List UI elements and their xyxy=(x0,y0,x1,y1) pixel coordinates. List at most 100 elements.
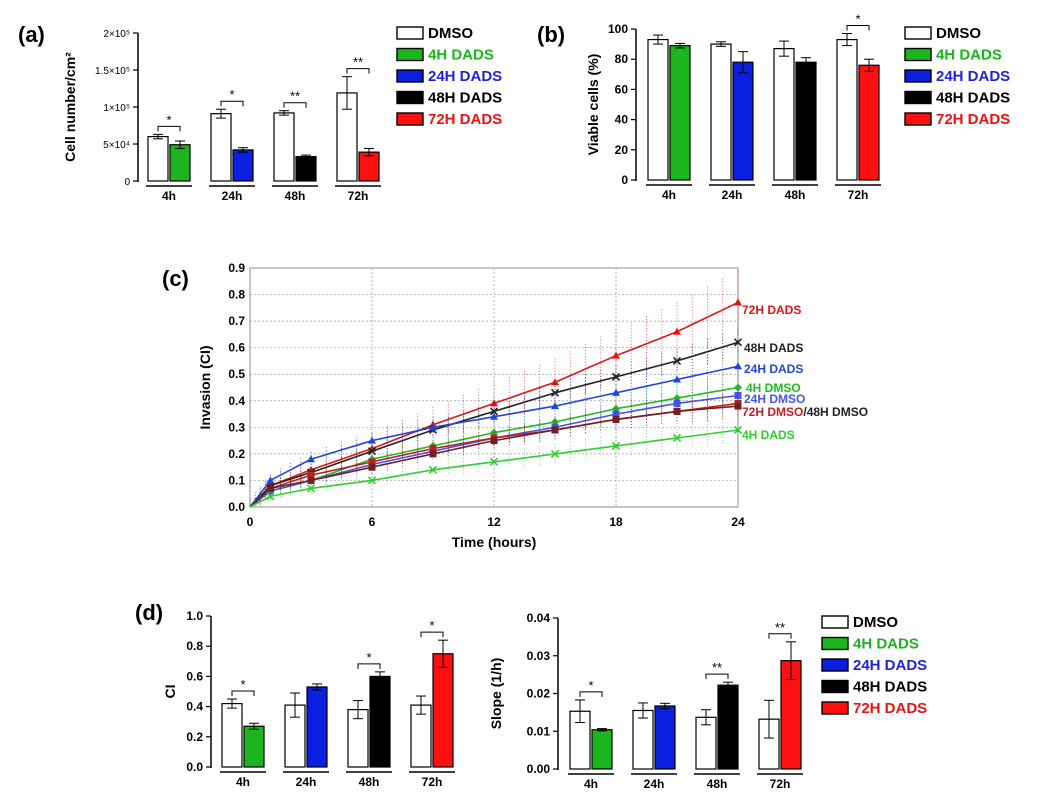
data-point xyxy=(733,338,743,347)
legend-a: DMSO 4H DADS 24H DADS 48H DADS 72H DADS xyxy=(396,25,502,128)
y-tick-label: 0.8 xyxy=(186,639,203,653)
y-tick-label: 2×10⁵ xyxy=(103,29,130,40)
data-point xyxy=(734,391,742,399)
significance-marker: * xyxy=(240,677,245,692)
legend-swatch-4h-dads xyxy=(904,47,932,62)
significance-marker: * xyxy=(855,12,860,27)
legend-label-48h-dads: 48H DADS xyxy=(853,679,927,696)
y-tick-label: 0.0 xyxy=(228,500,245,514)
group-label: 72h xyxy=(848,188,869,202)
bar-48h-dads-48h xyxy=(369,675,391,768)
data-point xyxy=(306,484,316,493)
bar-72h-dads-72h xyxy=(858,64,880,181)
y-tick-label: 1×10⁵ xyxy=(103,103,130,114)
bar-dmso-4h xyxy=(147,136,169,182)
group-label: 24h xyxy=(644,777,665,791)
group-label: 48h xyxy=(359,775,380,789)
significance-bracket xyxy=(846,25,870,31)
series-annotation-4h-dads: 4H DADS xyxy=(742,428,795,442)
data-point xyxy=(307,476,315,484)
legend-label-dmso: DMSO xyxy=(936,25,981,42)
data-point xyxy=(734,362,742,370)
legend-swatch-24h-dads xyxy=(904,69,932,83)
data-point xyxy=(734,383,742,392)
y-tick-label: 0 xyxy=(621,173,628,187)
y-tick-label: 5×10⁴ xyxy=(103,140,130,151)
legend-swatch-24h-dads xyxy=(821,658,849,672)
bar-dmso-48h xyxy=(773,48,795,181)
y-tick-label: 0.0 xyxy=(186,760,203,774)
data-point xyxy=(673,375,681,383)
panel-d-ci: (d) 0.0 0.2 0.4 0.6 0.8 1.0 CI 4h * 24h 48h * 72h * xyxy=(135,600,455,789)
legend-label-dmso: DMSO xyxy=(853,614,898,631)
group-label: 4h xyxy=(584,777,598,791)
x-tick-label: 0 xyxy=(247,515,254,529)
legend-label-72h-dads: 72H DADS xyxy=(428,111,502,128)
series-line xyxy=(249,429,739,508)
legend-label-48h-dads: 48H DADS xyxy=(936,90,1010,107)
bar-dmso-4h xyxy=(647,38,669,181)
x-tick-label: 12 xyxy=(487,515,501,529)
legend-label-72h-dads: 72H DADS xyxy=(936,111,1010,128)
significance-bracket xyxy=(346,68,370,74)
legend-swatch-72h-dads xyxy=(396,112,424,126)
panel-label: (d) xyxy=(135,600,163,625)
data-point xyxy=(429,423,437,431)
significance-marker: * xyxy=(366,650,371,665)
y-tick-label: 0.7 xyxy=(228,314,245,328)
data-point xyxy=(673,327,681,335)
legend-swatch-48h-dads xyxy=(821,679,849,694)
significance-marker: ** xyxy=(353,55,363,70)
x-tick-label: 24 xyxy=(731,515,745,529)
significance-bracket xyxy=(283,102,307,108)
legend-label-4h-dads: 4H DADS xyxy=(853,636,919,653)
panel-a: (a) 0 5×10⁴ 1×10⁵ 1.5×10⁵ 2×10⁵ Cell number/cm… xyxy=(18,22,381,203)
data-point xyxy=(551,378,559,386)
data-point xyxy=(612,415,620,423)
y-tick-label: 0.03 xyxy=(527,649,551,663)
y-tick-label: 0.2 xyxy=(186,730,203,744)
data-point xyxy=(672,356,682,366)
data-point xyxy=(307,455,315,463)
series-annotation-24h-dads: 24H DADS xyxy=(744,362,803,376)
bar-24h-dads-24h xyxy=(306,686,328,768)
y-tick-label: 0.8 xyxy=(228,288,245,302)
legend-label-48h-dads: 48H DADS xyxy=(428,90,502,107)
significance-marker: * xyxy=(166,112,171,127)
legend-swatch-4h-dads xyxy=(821,636,849,651)
bar-24h-dads-24h xyxy=(732,61,754,181)
data-point xyxy=(672,433,682,443)
data-point xyxy=(612,410,620,418)
significance-bracket xyxy=(705,673,729,680)
legend-swatch-dmso xyxy=(821,615,849,629)
significance-marker: * xyxy=(429,618,434,633)
y-tick-label: 0.4 xyxy=(186,700,203,714)
y-tick-label: 0.2 xyxy=(228,447,245,461)
y-tick-label: 100 xyxy=(608,22,628,36)
group-label: 72h xyxy=(770,777,791,791)
bar-4h-dads-4h xyxy=(169,144,191,182)
legend-swatch-72h-dads xyxy=(821,701,849,715)
y-tick-label: 0.01 xyxy=(527,724,551,738)
bar-4h-dads-4h xyxy=(243,725,265,768)
group-label: 48h xyxy=(707,777,728,791)
significance-bracket xyxy=(357,663,381,669)
bar-dmso-24h xyxy=(210,113,232,182)
panel-b: (b) 0 20 40 60 80 100 Viable cells (%) 4h 24h 48h 7… xyxy=(537,12,881,202)
series-annotation-48h-dads: 48H DADS xyxy=(744,341,803,355)
legend-swatch-72h-dads xyxy=(904,112,932,126)
legend-label-4h-dads: 4H DADS xyxy=(428,47,494,64)
legend-swatch-4h-dads xyxy=(396,47,424,62)
bar-48h-dads-48h xyxy=(295,155,317,182)
bar-dmso-48h xyxy=(273,112,295,182)
bar-48h-dads-48h xyxy=(717,684,739,770)
series-line xyxy=(249,405,739,508)
bar-72h-dads-72h xyxy=(432,653,454,768)
data-point xyxy=(367,447,377,456)
group-label: 48h xyxy=(285,189,306,203)
bar-72h-dads-72h xyxy=(358,151,380,182)
bar-dmso-24h xyxy=(710,43,732,181)
y-tick-label: 80 xyxy=(615,52,629,66)
y-axis-label: CI xyxy=(162,685,178,699)
